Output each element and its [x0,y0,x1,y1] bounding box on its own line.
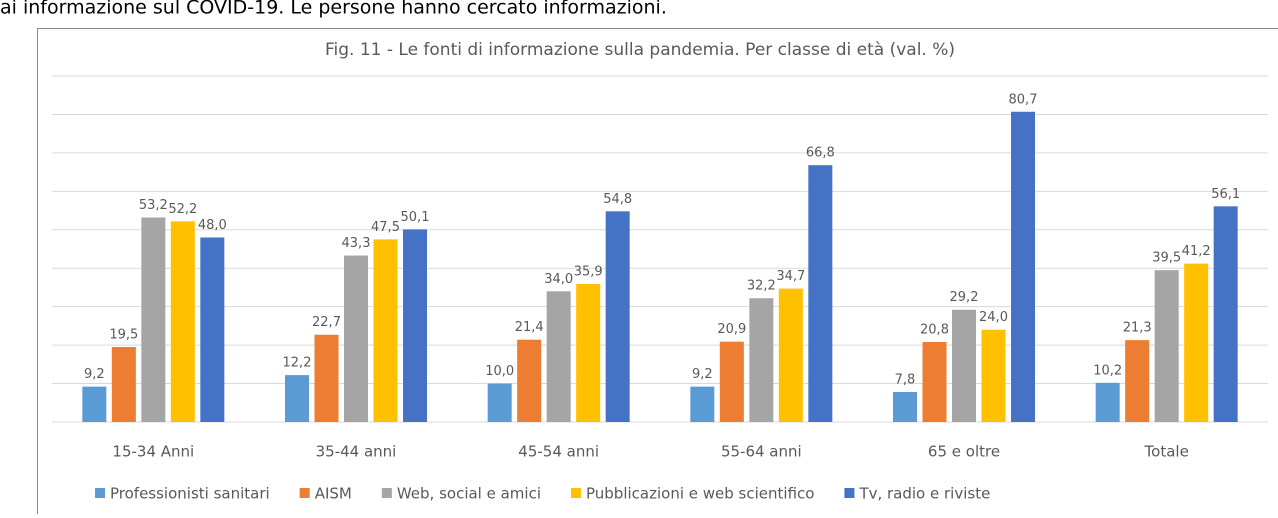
bar [141,217,165,422]
bar [952,310,976,422]
legend-label: Professionisti sanitari [110,485,270,503]
legend-label: AISM [315,485,352,503]
x-tick-label: 65 e oltre [928,443,1000,461]
bar [749,298,773,422]
data-label: 10,2 [1093,363,1122,378]
bar [403,229,427,422]
bar [893,392,917,422]
legend-swatch [571,488,581,498]
bar [82,387,106,422]
x-tick-label: 15-34 Anni [112,443,194,461]
bar [779,289,803,422]
data-label: 53,2 [139,198,168,213]
bar [1096,383,1120,422]
data-label: 66,8 [806,146,835,161]
data-label: 48,0 [198,218,227,233]
bar [690,387,714,422]
data-label: 21,3 [1123,321,1152,336]
bar [923,342,947,422]
bar [200,237,224,422]
x-tick-label: 45-54 anni [518,443,599,461]
data-label: 19,5 [109,328,138,343]
bar [547,291,571,422]
bar [374,239,398,422]
data-label: 41,2 [1182,244,1211,259]
data-label: 20,8 [920,323,949,338]
x-tick-label: Totale [1144,443,1189,461]
bar [1184,264,1208,422]
bar [982,330,1006,422]
bar [344,256,368,422]
bar [315,335,339,422]
legend-label: Pubblicazioni e web scientifico [586,485,814,503]
bar [720,342,744,422]
data-label: 29,2 [950,290,979,305]
data-label: 34,0 [544,272,573,287]
bar [606,211,630,422]
legend-label: Web, social e amici [397,485,541,503]
data-label: 43,3 [342,236,371,251]
data-label: 39,5 [1152,251,1181,266]
data-label: 56,1 [1211,187,1240,202]
data-label: 47,5 [371,220,400,235]
bar [1214,206,1238,422]
data-label: 52,2 [168,202,197,217]
data-label: 35,9 [574,264,603,279]
data-label: 34,7 [776,269,805,284]
bar [1155,270,1179,422]
bar [1011,112,1035,422]
chart-title: Fig. 11 - Le fonti di informazione sulla… [325,40,955,60]
bar [488,384,512,422]
bar [517,340,541,422]
data-label: 21,4 [515,320,544,335]
data-label: 24,0 [979,310,1008,325]
caption: ai informazione sul COVID-19. Le persone… [0,0,667,19]
x-tick-label: 35-44 anni [316,443,397,461]
x-tick-label: 55-64 anni [721,443,802,461]
data-label: 12,2 [283,356,312,371]
data-label: 22,7 [312,315,341,330]
legend-swatch [95,488,105,498]
data-label: 54,8 [603,192,632,207]
legend-swatch [844,488,854,498]
bar [808,165,832,422]
data-label: 7,8 [895,373,916,388]
legend-swatch [300,488,310,498]
data-label: 20,9 [717,322,746,337]
bar [576,284,600,422]
data-label: 32,2 [747,279,776,294]
data-label: 9,2 [84,367,105,382]
data-label: 10,0 [485,364,514,379]
bar [285,375,309,422]
data-label: 9,2 [692,367,713,382]
bar [171,221,195,422]
data-label: 50,1 [401,210,430,225]
legend-label: Tv, radio e riviste [858,485,990,503]
bar [112,347,136,422]
bar [1125,340,1149,422]
data-label: 80,7 [1009,92,1038,107]
legend-swatch [382,488,392,498]
